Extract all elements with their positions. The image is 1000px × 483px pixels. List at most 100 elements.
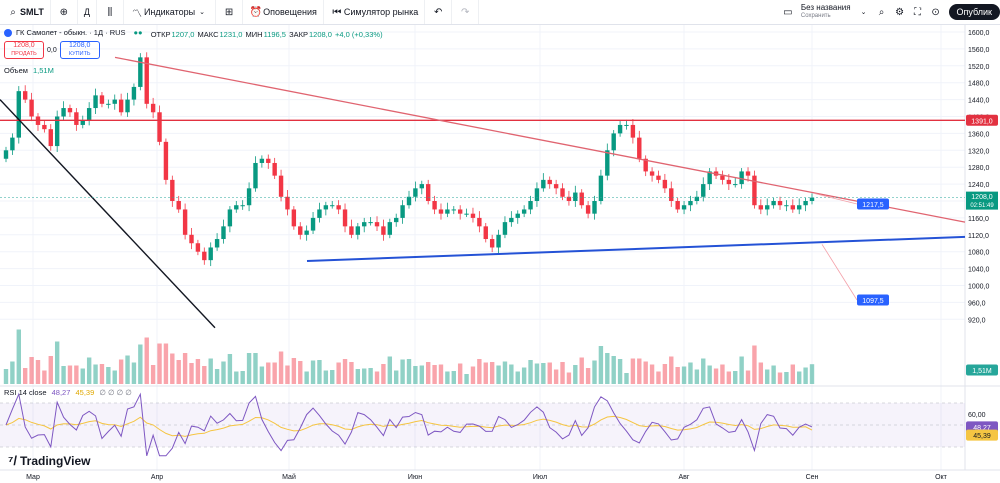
candle-body [362,222,367,227]
volume-bar [80,368,85,384]
last-price-text: 1208,0 [971,194,993,201]
alerts-button[interactable]: ⏰ Оповещения [243,0,324,24]
buy-label: КУПИТЬ [68,51,91,57]
candle-body [381,226,386,235]
volume-bar [170,353,175,384]
indicators-icon: 〽 [131,8,142,20]
candle-body [3,150,9,159]
volume-bar [509,364,514,384]
replay-label: Симулятор рынка [343,7,419,17]
price-tick-label: 1160,0 [968,216,989,223]
open-value: 1207,0 [171,29,195,39]
candle-body [234,205,239,210]
volume-bar [157,343,162,384]
candle-body [560,188,565,197]
settings-icon[interactable]: ⚙ [895,6,905,18]
layout-icon[interactable]: ▭ [783,6,793,18]
redo-button[interactable]: ↷ [452,0,480,24]
undo-button[interactable]: ↶ [425,0,453,24]
callout-1217-label: 1217,5 [857,198,889,210]
resistance-price-label-text: 1391,0 [971,118,993,125]
volume-bar [765,369,770,384]
volume-bar [553,369,559,384]
volume-bar [745,370,751,384]
candle-body [266,158,271,163]
descending-trendline [114,56,966,223]
price-tick-label: 1000,0 [968,284,990,291]
low-label: МИН [245,29,263,39]
volume-bar [182,353,188,384]
add-symbol-button[interactable]: ⊕ [51,0,78,24]
support-trendline [306,235,966,262]
quick-search-icon[interactable]: ⌕ [878,6,885,18]
price-tick-label: 1080,0 [968,250,990,257]
layout-name[interactable]: Без названия Сохранить [801,3,851,21]
chevron-down-icon[interactable]: ⌄ [860,9,867,16]
interval-button[interactable]: Д [78,0,97,24]
chart-type-button[interactable]: ⫼ [97,0,124,24]
candle-body [330,205,335,207]
templates-button[interactable]: ⊞ [216,0,244,24]
price-tick-label: 920,0 [968,317,986,324]
callout-1097-label-bg [857,294,889,306]
volume-bar [649,364,655,384]
candle-body [438,209,444,214]
volume-bar [298,361,303,384]
fullscreen-icon[interactable]: ⛶ [914,6,922,18]
candle-body [42,124,47,130]
sell-button[interactable]: 1208,0 ПРОДАТЬ [4,41,44,59]
volume-bar [118,359,124,384]
drawings [0,56,966,329]
publish-button[interactable]: Опублик [948,4,1000,20]
candle-body [221,226,226,240]
rsi-pane [0,392,965,457]
volume-bar [758,362,764,384]
volume-bar [790,364,796,384]
last-price-label: 1208,0 02:51:49 [966,191,998,210]
volume-bar [93,364,98,384]
volume-bar [253,353,258,384]
volume-bar [707,365,712,384]
camera-icon[interactable]: ⊙ [931,6,940,18]
volume-bar [246,353,252,384]
candle-body [592,201,597,214]
candle-body [669,188,674,201]
resistance-price-label: 1391,0 [966,114,998,126]
last-price-bg [966,191,998,210]
candle-body [617,124,623,134]
candle-body [29,99,34,117]
tradingview-logo[interactable]: ⁷/ TradingView [8,453,90,468]
candle-body [304,230,309,235]
candle-body [598,175,604,201]
rsi-extra-values: ∅ ∅ ∅ ∅ [99,388,132,397]
price-tick-label: 960,0 [968,300,986,307]
layout-status-label: Сохранить [800,13,831,19]
candle-body [726,179,732,185]
candle-body [489,239,495,248]
buy-button[interactable]: 1208,0 КУПИТЬ [59,41,100,59]
price-tick-label: 1320,0 [968,148,990,155]
candle-body [765,205,770,210]
indicators-button[interactable]: 〽 Индикаторы ⌄ [124,0,217,24]
volume-bar [22,368,28,384]
candle-body [16,91,21,138]
symbol-search[interactable]: ⌕ SMLT [0,0,51,24]
volume-bar [394,370,399,384]
top-toolbar: ⌕ SMLT ⊕ Д ⫼ 〽 Индикаторы ⌄ ⊞ ⏰ Оповещен… [0,0,1000,25]
open-label: ОТКР [150,29,171,39]
volume-bar [662,364,668,384]
volume-bar [362,368,367,384]
grid-icon: ⊞ [224,6,234,18]
volume-bar [189,363,194,384]
high-value: 1231,0 [219,29,243,39]
volume-bar [566,372,572,384]
symbol-title[interactable]: ГК Самолет - обыкн. · 1Д · RUS [16,28,126,37]
candle-body [477,217,482,227]
volume-bar [86,357,92,384]
volume-bar [784,372,789,384]
sell-price: 1208,0 [13,42,35,49]
volume-bar [675,367,680,384]
replay-button[interactable]: ⏮ Симулятор рынка [324,0,426,24]
volume-bar [496,365,501,384]
